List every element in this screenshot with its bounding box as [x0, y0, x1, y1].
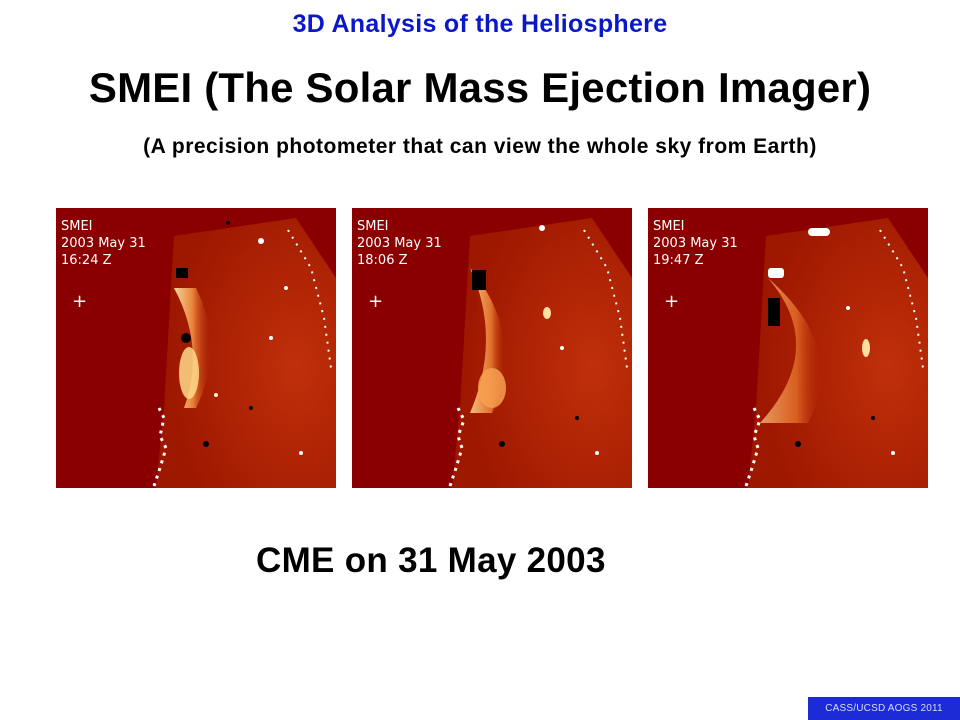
panel-1-crosshair: +: [72, 291, 88, 312]
footer-credit: CASS/UCSD AOGS 2011: [808, 697, 960, 720]
smei-image-2: [352, 208, 632, 488]
smei-image-1: [56, 208, 336, 488]
slide-subtitle: (A precision photometer that can view th…: [143, 135, 817, 158]
panel-1-date: 2003 May 31: [61, 236, 146, 251]
panel-2-date: 2003 May 31: [357, 236, 442, 251]
panel-3-date: 2003 May 31: [653, 236, 738, 251]
panel-3-time: 19:47 Z: [653, 253, 704, 268]
panel-2-crosshair: +: [368, 291, 384, 312]
slide-caption: CME on 31 May 2003: [256, 541, 606, 580]
panel-3-instrument: SMEI: [653, 219, 685, 234]
smei-image-3: [648, 208, 928, 488]
smei-image-panel-2: SMEI 2003 May 31 18:06 Z +: [352, 208, 632, 488]
slide-title: SMEI (The Solar Mass Ejection Imager): [88, 64, 872, 111]
panel-3-crosshair: +: [664, 291, 680, 312]
slide-header: 3D Analysis of the Heliosphere: [292, 10, 668, 38]
panel-1-time: 16:24 Z: [61, 253, 112, 268]
smei-image-panel-3: SMEI 2003 May 31 19:47 Z +: [648, 208, 928, 488]
smei-image-panel-1: SMEI 2003 May 31 16:24 Z +: [56, 208, 336, 488]
panel-1-instrument: SMEI: [61, 219, 93, 234]
panel-2-instrument: SMEI: [357, 219, 389, 234]
panel-2-time: 18:06 Z: [357, 253, 408, 268]
